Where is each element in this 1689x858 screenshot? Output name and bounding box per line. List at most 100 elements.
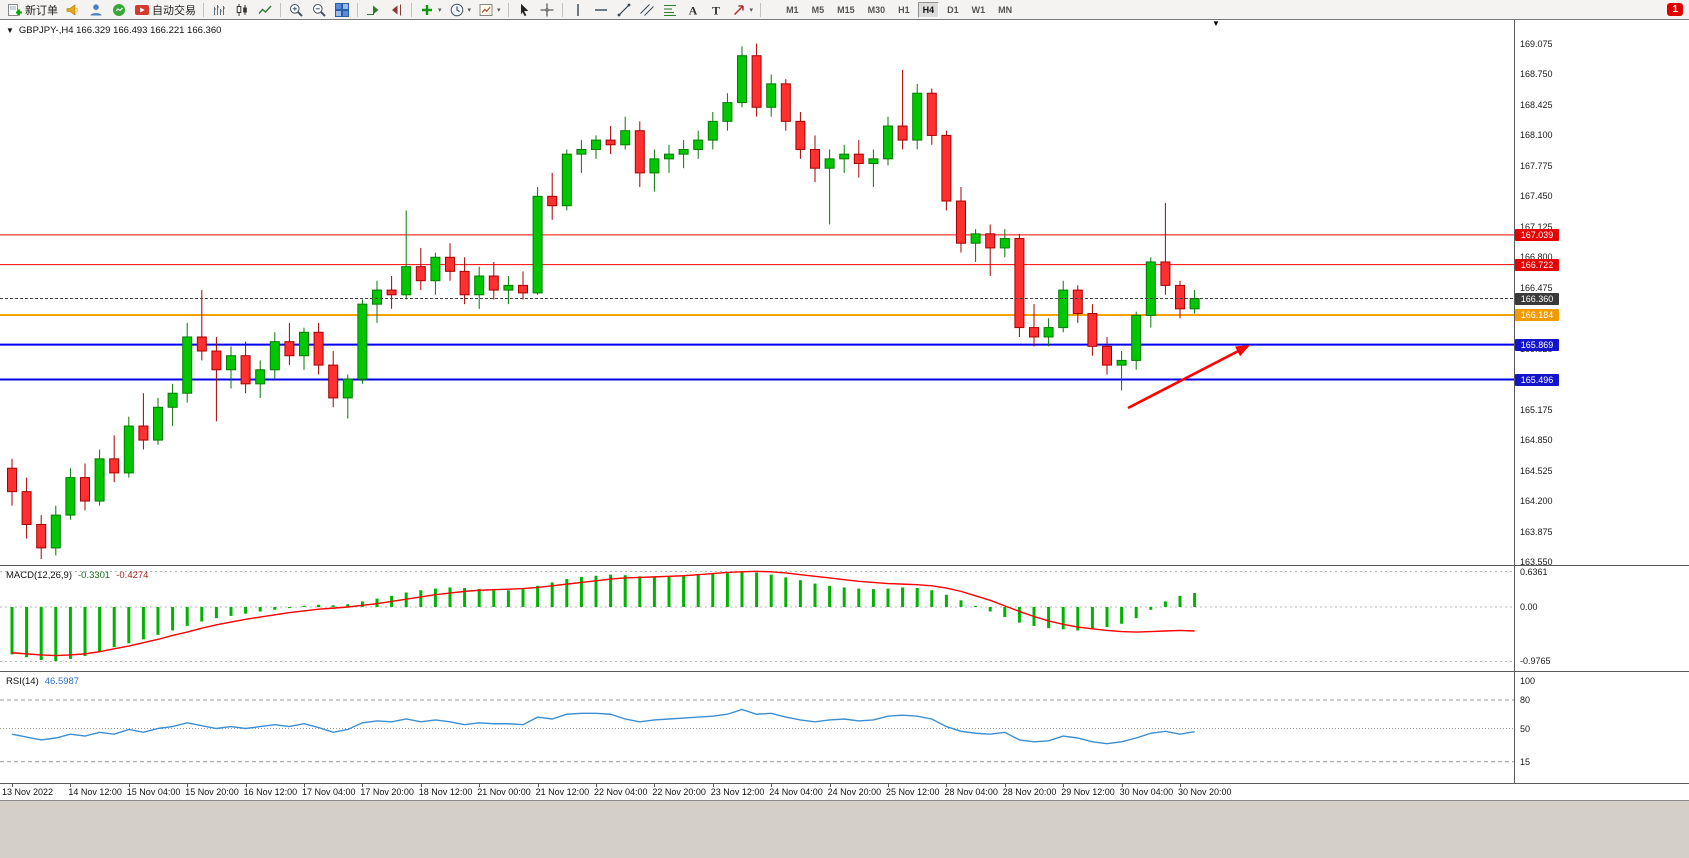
zoom-out-button[interactable]: [308, 1, 330, 19]
macd-label: MACD(12,26,9) -0.3301 -0.4274: [6, 570, 148, 581]
rsi-axis-label: 15: [1520, 756, 1531, 767]
fibonacci-button[interactable]: [659, 1, 681, 19]
line-chart-button[interactable]: [254, 1, 276, 19]
tile-windows-button[interactable]: [331, 1, 353, 19]
time-tick: [1004, 784, 1006, 787]
new-order-button-label: 新订单: [25, 4, 58, 17]
indicators-button[interactable]: ▾: [416, 1, 445, 19]
timeframe-m1[interactable]: M1: [786, 4, 799, 15]
one-click-trading-toggle[interactable]: ▼: [6, 25, 14, 35]
timeframe-d1[interactable]: D1: [947, 4, 959, 15]
candle-body: [868, 158, 879, 165]
candlestick-chart-button[interactable]: [231, 1, 253, 19]
macd-panel[interactable]: [0, 566, 1514, 671]
chevron-down-icon[interactable]: ▾: [467, 6, 472, 14]
candle-body: [503, 284, 514, 291]
trend-arrow-head[interactable]: [1235, 345, 1250, 357]
toolbar-separator: [203, 2, 204, 17]
candle-body: [445, 256, 455, 272]
chevron-down-icon[interactable]: ▾: [749, 6, 754, 14]
price-tag-167.039: 167.039: [1515, 228, 1559, 241]
channel-button[interactable]: [636, 1, 658, 19]
timeframe-w1[interactable]: W1: [971, 4, 986, 15]
cursor-button[interactable]: [513, 1, 535, 19]
channel-icon: [639, 2, 655, 18]
candle-body: [240, 355, 251, 385]
profile-icon: [88, 2, 104, 18]
autotrading-button[interactable]: 自动交易: [131, 1, 199, 19]
time-tick: [654, 784, 656, 787]
text-label-button[interactable]: T: [705, 1, 727, 19]
time-label: 24 Nov 20:00: [827, 787, 882, 797]
timeframe-mn[interactable]: MN: [998, 4, 1013, 15]
timeframe-m5[interactable]: M5: [811, 4, 825, 15]
arrows-button[interactable]: ▾: [728, 1, 757, 19]
price-axis-label: 168.100: [1520, 130, 1553, 141]
time-tick: [128, 784, 130, 787]
candle-body: [226, 355, 236, 371]
panel-splitter-macd[interactable]: [0, 565, 1689, 566]
arrows-icon: [731, 2, 747, 18]
templates-button[interactable]: ▾: [475, 1, 504, 19]
horizontal-line-button[interactable]: [590, 1, 612, 19]
vertical-line-button[interactable]: [567, 1, 589, 19]
time-label: 21 Nov 12:00: [535, 787, 590, 797]
auto-scroll-button[interactable]: [362, 1, 384, 19]
text-button[interactable]: A: [682, 1, 704, 19]
community-button[interactable]: [85, 1, 107, 19]
new-order-button[interactable]: 新订单: [4, 1, 61, 19]
candle-body: [1160, 261, 1171, 286]
candle-body: [372, 289, 382, 305]
candle-body: [810, 148, 820, 169]
toolbar-separator: [280, 2, 281, 17]
zoom-out-icon: [311, 2, 327, 18]
price-scale-divider: [1514, 20, 1515, 783]
main-chart[interactable]: [0, 20, 1514, 565]
candle-body: [605, 139, 616, 146]
price-axis-label: 166.800: [1520, 252, 1553, 263]
toolbar-separator: [760, 2, 762, 17]
time-tick: [596, 784, 597, 787]
candle-body: [839, 153, 850, 160]
chevron-down-icon[interactable]: ▾: [497, 6, 501, 14]
rsi-panel[interactable]: [0, 672, 1514, 783]
chevron-down-icon[interactable]: ▾: [438, 6, 442, 14]
timeframe-m30[interactable]: M30: [867, 4, 886, 15]
market-button[interactable]: [108, 1, 130, 19]
toolbar-separator: [357, 2, 358, 17]
notification-badge[interactable]: 1: [1667, 3, 1683, 16]
panel-splitter-rsi[interactable]: [0, 671, 1689, 672]
candle-body: [357, 303, 368, 380]
candle-body: [824, 158, 835, 169]
candle-body: [576, 148, 587, 155]
alerts-button[interactable]: [62, 1, 84, 19]
macd-signal-line: [11, 570, 1195, 657]
periods-button[interactable]: ▾: [446, 1, 475, 19]
time-axis[interactable]: 13 Nov 2022 14 Nov 12:00 15 Nov 04:00 15 No…: [0, 784, 1689, 800]
templates-icon: [478, 2, 494, 18]
time-label: 22 Nov 20:00: [652, 787, 706, 797]
macd-axis-label: 0.00: [1520, 602, 1538, 612]
trendline-button[interactable]: [613, 1, 635, 19]
time-tick: [771, 784, 773, 787]
candle-body: [561, 153, 572, 207]
price-tag-165.869: 165.869: [1515, 338, 1559, 351]
trend-arrow-line[interactable]: [1127, 346, 1246, 410]
zoom-in-button[interactable]: [285, 1, 307, 19]
candle-body: [532, 195, 543, 294]
candle-body: [1131, 314, 1142, 361]
timeframe-h4[interactable]: H4: [917, 1, 940, 18]
rsi-label: RSI(14) 46.5987: [6, 676, 79, 687]
timeframe-m15[interactable]: M15: [837, 4, 855, 15]
candle-body: [313, 331, 324, 366]
crosshair-button[interactable]: [536, 1, 558, 19]
time-label: 15 Nov 04:00: [126, 787, 181, 797]
price-scale[interactable]: 169.075 168.750 168.425 168.100 167.775 167.4…: [1515, 20, 1689, 783]
bar-chart-button[interactable]: [208, 1, 230, 19]
crosshair-icon: [539, 2, 555, 18]
candle-body: [94, 458, 105, 502]
price-axis-label: 168.750: [1520, 69, 1553, 80]
timeframe-h1[interactable]: H1: [898, 4, 910, 15]
chart-shift-button[interactable]: [385, 1, 407, 19]
indicators-icon: [419, 2, 435, 18]
